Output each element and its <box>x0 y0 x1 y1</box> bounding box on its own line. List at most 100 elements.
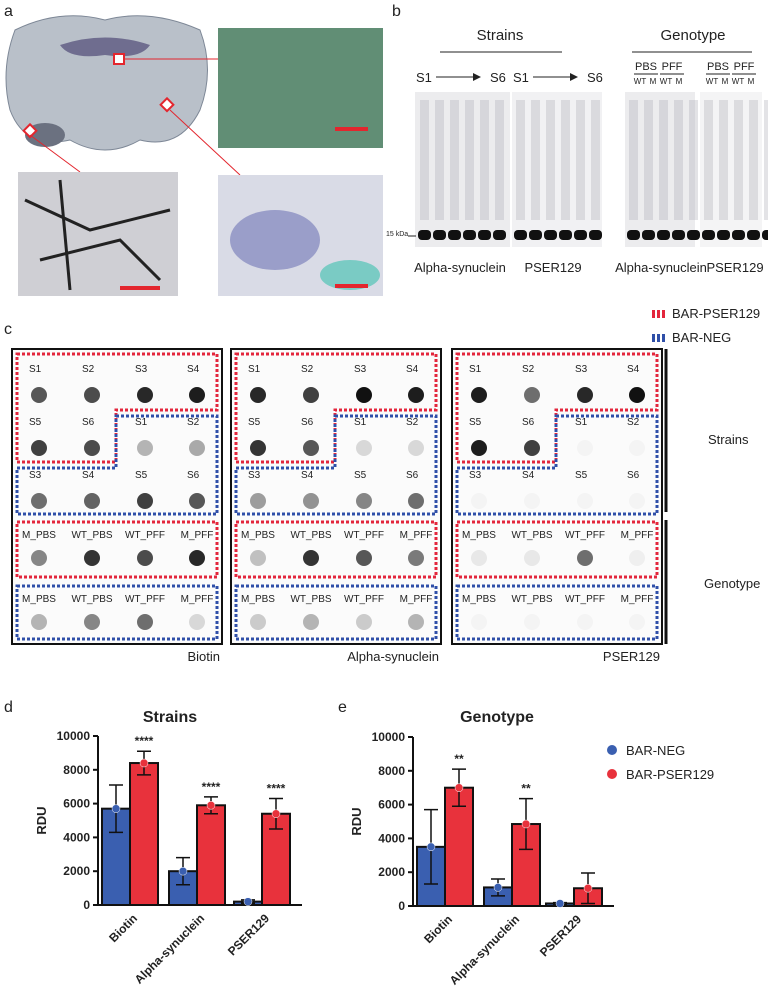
group-box <box>455 352 659 464</box>
band <box>433 230 446 240</box>
smear <box>531 100 540 220</box>
band <box>717 230 730 240</box>
dot <box>189 387 205 403</box>
band <box>448 230 461 240</box>
bar-dot <box>583 884 593 893</box>
panel-letter: c <box>4 321 12 338</box>
band <box>672 230 685 240</box>
smear <box>704 100 713 220</box>
dot-label: S3 <box>135 364 148 375</box>
dot <box>31 614 47 630</box>
dot-label: S5 <box>248 417 261 428</box>
legend-label: BAR-NEG <box>626 743 685 758</box>
dot-label: WT_PBS <box>290 530 331 541</box>
band <box>589 230 602 240</box>
dot <box>408 493 424 509</box>
group-title: Genotype <box>660 27 725 44</box>
dot <box>303 387 319 403</box>
dot <box>303 614 319 630</box>
dot <box>189 614 205 630</box>
dot-label: S1 <box>135 417 148 428</box>
genotype: M <box>722 77 729 86</box>
smear <box>495 100 504 220</box>
bar-dot <box>521 819 531 829</box>
x-tick-label: PSER129 <box>537 912 584 959</box>
dot <box>629 493 645 509</box>
group-box <box>234 414 438 516</box>
dot <box>356 387 372 403</box>
dot-label: WT_PFF <box>344 530 384 541</box>
panel-letter: b <box>392 3 401 20</box>
treatment: PBS <box>707 61 729 73</box>
dot-label: S2 <box>187 417 200 428</box>
dot <box>31 387 47 403</box>
dot <box>471 493 487 509</box>
arrow-head <box>473 73 481 81</box>
dot-label: S3 <box>469 470 482 481</box>
western-blots <box>415 92 762 247</box>
micrograph <box>18 172 178 296</box>
dot <box>303 550 319 566</box>
strain-start: S1 <box>416 70 432 85</box>
smear <box>546 100 555 220</box>
dot-label: M_PBS <box>241 594 275 605</box>
dot <box>84 550 100 566</box>
dot-label: S2 <box>627 417 640 428</box>
band <box>478 230 491 240</box>
y-tick-label: 10000 <box>372 730 406 744</box>
dot <box>524 614 540 630</box>
smear <box>516 100 525 220</box>
band <box>574 230 587 240</box>
blot-title: PSER129 <box>603 649 660 664</box>
row-group: Genotype <box>704 576 760 591</box>
significance: **** <box>267 782 286 796</box>
smear <box>480 100 489 220</box>
chart-title: Strains <box>143 709 197 726</box>
dot-label: S5 <box>135 470 148 481</box>
dot-label: S4 <box>301 470 314 481</box>
treatment: PBS <box>635 61 657 73</box>
treatment: PFF <box>734 61 755 73</box>
group-box <box>455 520 659 579</box>
y-axis-label: RDU <box>34 806 49 834</box>
dot <box>250 550 266 566</box>
brain-section <box>5 15 241 176</box>
panel-letter: d <box>4 699 13 716</box>
genotype: WT <box>660 77 673 86</box>
bar <box>129 762 159 906</box>
dot-label: S4 <box>187 364 200 375</box>
smear <box>465 100 474 220</box>
y-tick-label: 0 <box>83 898 90 912</box>
smear <box>629 100 638 220</box>
blot-frame <box>230 348 442 645</box>
dot <box>577 614 593 630</box>
dot-label: S5 <box>575 470 588 481</box>
dot <box>189 440 205 456</box>
y-axis-label: RDU <box>349 807 364 835</box>
dot <box>250 440 266 456</box>
dot <box>31 440 47 456</box>
lane-label: Alpha-synuclein <box>414 260 506 275</box>
dot-label: WT_PBS <box>511 530 552 541</box>
x-tick-label: Alpha-synuclein <box>447 912 522 987</box>
dot <box>629 387 645 403</box>
dot-label: S2 <box>301 364 314 375</box>
band <box>702 230 715 240</box>
bar-dot <box>111 804 121 813</box>
dot <box>303 493 319 509</box>
dot <box>137 550 153 566</box>
strain-end: S6 <box>490 70 506 85</box>
dot-label: S5 <box>469 417 482 428</box>
dot-label: S5 <box>29 417 42 428</box>
smear <box>435 100 444 220</box>
genotype: WT <box>634 77 647 86</box>
dot <box>84 387 100 403</box>
dot-label: S1 <box>469 364 482 375</box>
blot-frame <box>11 348 223 645</box>
y-tick-label: 0 <box>398 899 405 913</box>
band <box>732 230 745 240</box>
chart-title: Genotype <box>460 709 534 726</box>
dot-label: WT_PBS <box>71 530 112 541</box>
blot-title: Biotin <box>187 649 220 664</box>
bar <box>196 804 226 906</box>
